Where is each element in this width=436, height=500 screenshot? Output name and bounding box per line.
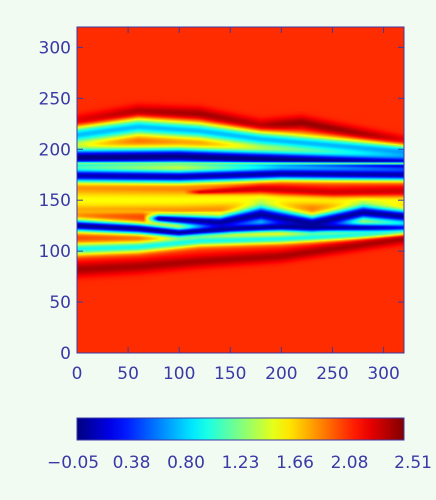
y-tick-label: 200 bbox=[39, 140, 71, 160]
colorbar-tick-label: 2.08 bbox=[331, 453, 369, 473]
colorbar-tick-label: −0.05 bbox=[47, 453, 99, 473]
x-tick-label: 0 bbox=[72, 364, 83, 384]
plot-area bbox=[76, 26, 405, 354]
y-tick-label: 300 bbox=[39, 38, 71, 58]
colorbar-tick-label: 0.38 bbox=[113, 453, 151, 473]
colorbar-labels: −0.05 0.38 0.80 1.23 1.66 2.08 2.51 bbox=[47, 453, 432, 473]
x-tick-label: 200 bbox=[265, 364, 297, 384]
x-tick-label: 300 bbox=[367, 364, 399, 384]
colorbar-tick-label: 1.23 bbox=[222, 453, 260, 473]
colorbar-gradient bbox=[76, 417, 405, 441]
x-tick-label: 150 bbox=[214, 364, 246, 384]
heatmap-image bbox=[77, 27, 404, 353]
colorbar-tick-label: 0.80 bbox=[167, 453, 205, 473]
y-tick-label: 0 bbox=[60, 344, 71, 364]
colorbar-tick-label: 2.51 bbox=[394, 453, 432, 473]
y-axis: 0 50 100 150 200 250 300 bbox=[39, 38, 404, 364]
y-tick-label: 150 bbox=[39, 191, 71, 211]
y-tick-label: 100 bbox=[39, 242, 71, 262]
x-axis: 0 50 100 150 200 250 300 bbox=[72, 27, 400, 384]
x-tick-label: 250 bbox=[316, 364, 348, 384]
colorbar-tick-label: 1.66 bbox=[276, 453, 314, 473]
y-tick-label: 50 bbox=[49, 293, 71, 313]
plot-frame bbox=[76, 26, 405, 354]
y-tick-label: 250 bbox=[39, 89, 71, 109]
colorbar: −0.05 0.38 0.80 1.23 1.66 2.08 2.51 bbox=[47, 417, 432, 473]
x-tick-label: 100 bbox=[163, 364, 195, 384]
x-tick-label: 50 bbox=[117, 364, 139, 384]
